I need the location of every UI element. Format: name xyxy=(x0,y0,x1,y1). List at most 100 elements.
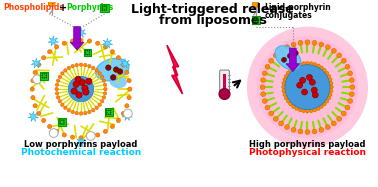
Circle shape xyxy=(269,111,274,116)
Circle shape xyxy=(252,1,259,8)
Circle shape xyxy=(313,107,317,112)
Circle shape xyxy=(125,70,129,75)
Circle shape xyxy=(255,17,257,19)
Circle shape xyxy=(49,129,58,137)
Circle shape xyxy=(63,121,65,123)
Circle shape xyxy=(125,104,129,108)
Circle shape xyxy=(345,64,350,69)
Polygon shape xyxy=(76,137,86,147)
Circle shape xyxy=(43,73,45,75)
Circle shape xyxy=(85,52,86,53)
FancyBboxPatch shape xyxy=(58,118,66,126)
Circle shape xyxy=(103,129,108,134)
Circle shape xyxy=(291,104,296,108)
Circle shape xyxy=(83,89,89,95)
Circle shape xyxy=(75,63,79,67)
Circle shape xyxy=(96,41,100,45)
Circle shape xyxy=(105,7,107,9)
Circle shape xyxy=(59,123,61,125)
Circle shape xyxy=(56,96,60,99)
Polygon shape xyxy=(120,58,130,69)
Circle shape xyxy=(88,52,90,53)
Circle shape xyxy=(45,73,47,75)
Circle shape xyxy=(265,105,270,110)
Circle shape xyxy=(88,54,90,55)
Circle shape xyxy=(62,133,67,137)
Circle shape xyxy=(106,111,107,113)
Circle shape xyxy=(76,92,82,98)
Circle shape xyxy=(253,19,254,21)
Circle shape xyxy=(279,48,284,53)
Circle shape xyxy=(110,114,112,115)
Text: Porphyrins: Porphyrins xyxy=(67,3,114,12)
Circle shape xyxy=(33,104,37,108)
Circle shape xyxy=(85,50,86,51)
Circle shape xyxy=(98,103,101,107)
Circle shape xyxy=(79,38,83,42)
Circle shape xyxy=(291,42,296,47)
Circle shape xyxy=(255,21,257,23)
FancyBboxPatch shape xyxy=(223,74,226,92)
Circle shape xyxy=(33,75,42,84)
Circle shape xyxy=(85,54,86,55)
Circle shape xyxy=(55,83,59,87)
Circle shape xyxy=(295,64,299,68)
Circle shape xyxy=(283,92,287,96)
Circle shape xyxy=(61,119,63,121)
Circle shape xyxy=(88,110,91,114)
Circle shape xyxy=(59,121,61,123)
Circle shape xyxy=(104,9,105,11)
Text: conjugates: conjugates xyxy=(265,11,312,20)
FancyBboxPatch shape xyxy=(252,16,260,24)
Circle shape xyxy=(260,85,265,90)
Ellipse shape xyxy=(96,58,129,81)
Circle shape xyxy=(106,114,107,115)
Circle shape xyxy=(341,111,346,116)
Circle shape xyxy=(108,110,110,111)
Circle shape xyxy=(106,110,107,111)
Circle shape xyxy=(283,78,287,82)
Text: from liposomes: from liposomes xyxy=(159,14,267,27)
Circle shape xyxy=(310,79,315,85)
Circle shape xyxy=(79,79,85,85)
Circle shape xyxy=(348,71,353,76)
Circle shape xyxy=(61,123,63,125)
Circle shape xyxy=(322,102,326,106)
Circle shape xyxy=(287,71,291,76)
Circle shape xyxy=(325,125,330,130)
Circle shape xyxy=(42,73,43,75)
Circle shape xyxy=(55,92,59,95)
Circle shape xyxy=(291,66,296,70)
FancyArrow shape xyxy=(70,27,84,50)
Circle shape xyxy=(262,99,267,103)
Polygon shape xyxy=(48,36,59,46)
Circle shape xyxy=(79,112,83,115)
Circle shape xyxy=(332,48,336,53)
Circle shape xyxy=(319,42,324,47)
Circle shape xyxy=(48,50,52,54)
Circle shape xyxy=(307,74,312,80)
Circle shape xyxy=(121,111,125,116)
Circle shape xyxy=(282,81,287,86)
Circle shape xyxy=(102,96,106,99)
Circle shape xyxy=(319,66,324,70)
Circle shape xyxy=(88,50,90,51)
Circle shape xyxy=(87,135,91,139)
Polygon shape xyxy=(167,45,183,94)
Circle shape xyxy=(302,108,306,112)
Text: Low porphyrins payload: Low porphyrins payload xyxy=(24,140,138,149)
Circle shape xyxy=(59,119,61,121)
Polygon shape xyxy=(122,110,132,121)
Circle shape xyxy=(302,62,306,66)
Circle shape xyxy=(273,53,278,58)
Circle shape xyxy=(329,85,333,89)
Circle shape xyxy=(349,78,354,83)
Circle shape xyxy=(42,56,46,60)
Circle shape xyxy=(262,71,267,76)
Circle shape xyxy=(350,85,355,90)
Circle shape xyxy=(55,87,58,91)
Circle shape xyxy=(95,69,98,72)
Circle shape xyxy=(257,17,259,19)
Circle shape xyxy=(84,63,87,67)
Circle shape xyxy=(328,92,332,96)
